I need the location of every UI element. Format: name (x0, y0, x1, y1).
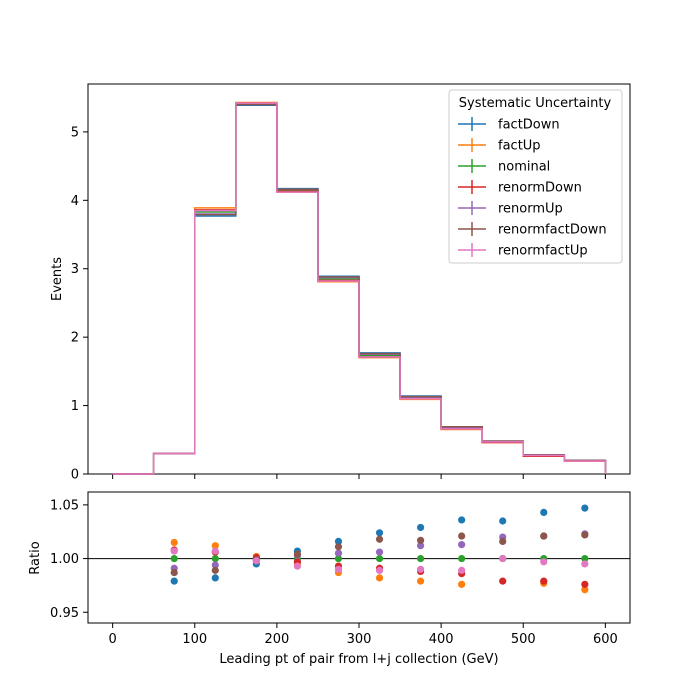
main-x-axis (112, 474, 606, 479)
ratio-point-renormfactDown (540, 532, 548, 540)
ratio-point-nominal (458, 554, 466, 563)
ratio-point-renormDown (540, 577, 548, 585)
ratio-point-renormfactUp (458, 566, 466, 574)
x-tick-label: 300 (347, 632, 372, 647)
ratio-point-nominal (211, 554, 219, 563)
ratio-point-renormfactUp (334, 565, 343, 573)
main-y-tick-label: 4 (71, 194, 79, 209)
ratio-point-renormfactDown (375, 535, 384, 543)
ratio-point-factUp (581, 586, 589, 594)
ratio-point-nominal (334, 554, 343, 563)
ratio-point-factDown (211, 574, 219, 582)
legend-entry-renormfactUp: renormfactUp (458, 243, 588, 259)
ratio-y-tick-label: 1.00 (50, 552, 79, 567)
ratio-point-factUp (170, 538, 178, 547)
ratio-point-factUp (416, 577, 425, 585)
main-y-tick-label: 3 (71, 262, 79, 277)
x-tick-label: 0 (108, 632, 116, 647)
main-y-tick-label: 0 (71, 468, 79, 483)
ratio-point-renormfactUp (540, 558, 548, 566)
ratio-point-factDown (581, 504, 589, 512)
ratio-point-renormUp (211, 561, 219, 569)
ratio-point-renormfactUp (499, 554, 507, 563)
main-panel: 0 1 2 3 4 5 Events Systematic Uncertainty fac… (50, 83, 631, 483)
ratio-point-renormUp (416, 542, 425, 550)
ratio-point-nominal (416, 554, 425, 563)
legend-title: Systematic Uncertainty (459, 96, 612, 111)
ratio-point-renormfactDown (170, 568, 178, 577)
ratio-point-nominal (170, 554, 178, 563)
ratio-point-renormfactUp (375, 566, 384, 574)
series-renormfactUp (112, 102, 607, 475)
ratio-point-renormfactUp (416, 565, 425, 573)
ratio-point-renormfactUp (170, 547, 178, 555)
ratio-point-renormUp (375, 548, 384, 556)
ratio-point-factDown (416, 523, 425, 532)
legend-entry-factUp: factUp (458, 138, 541, 154)
ratio-point-renormDown (581, 580, 589, 588)
ratio-point-renormfactUp (252, 557, 260, 565)
ratio-point-renormfactDown (416, 536, 425, 544)
main-y-tick-label: 2 (71, 331, 79, 346)
ratio-point-factDown (375, 529, 384, 537)
legend-box (448, 89, 623, 264)
legend-label: renormUp (498, 202, 563, 217)
ratio-point-renormUp (334, 549, 343, 557)
ratio-points-group (170, 504, 589, 594)
ratio-point-nominal (581, 554, 589, 563)
x-tick-label: 600 (593, 632, 618, 647)
ratio-y-tick-label: 0.95 (50, 606, 79, 621)
x-tick-label: 400 (429, 632, 454, 647)
legend-label: factDown (498, 118, 560, 133)
x-tick-label: 200 (264, 632, 289, 647)
legend-label: renormDown (498, 181, 582, 196)
ratio-y-tick-label: 1.05 (50, 498, 79, 513)
legend-entry-factDown: factDown (458, 117, 560, 133)
ratio-point-factUp (375, 574, 384, 582)
ratio-point-factDown (499, 517, 507, 525)
ratio-point-factUp (458, 580, 466, 588)
legend: Systematic Uncertainty factDown factUp nom… (448, 89, 623, 264)
ratio-point-factUp (211, 542, 219, 550)
ratio-point-renormfactDown (293, 550, 302, 558)
ratio-x-axis: 0 100 200 300 400 500 600 (108, 623, 618, 647)
ratio-point-renormfactUp (293, 562, 302, 570)
ratio-point-renormDown (499, 577, 507, 585)
main-y-axis: 0 1 2 3 4 5 (71, 125, 88, 483)
main-series-group (112, 101, 607, 475)
main-y-tick-label: 1 (71, 399, 79, 414)
legend-entry-renormDown: renormDown (458, 180, 582, 196)
ratio-point-renormUp (458, 541, 466, 549)
ratio-panel: 0.95 1.00 1.05 0 100 200 300 400 500 600 Ratio L… (28, 491, 631, 667)
legend-entries: factDown factUp nominal renormDown renormUp r… (458, 117, 607, 259)
main-y-axis-label: Events (50, 257, 65, 301)
x-tick-label: 100 (182, 632, 207, 647)
legend-entry-nominal: nominal (458, 159, 550, 175)
main-y-tick-label: 5 (71, 125, 79, 140)
ratio-point-factDown (170, 577, 178, 585)
ratio-y-axis: 0.95 1.00 1.05 (50, 498, 88, 621)
ratio-y-axis-label: Ratio (28, 541, 43, 574)
ratio-point-factDown (458, 516, 466, 524)
legend-entry-renormfactDown: renormfactDown (458, 222, 607, 238)
ratio-point-renormfactDown (499, 537, 507, 545)
legend-label: factUp (498, 139, 541, 154)
ratio-point-renormfactDown (334, 543, 343, 551)
ratio-point-factDown (334, 537, 343, 545)
legend-entry-renormUp: renormUp (458, 201, 563, 217)
legend-label: renormfactDown (498, 223, 607, 238)
x-axis-label: Leading pt of pair from l+j collection (… (219, 652, 498, 667)
ratio-point-renormfactDown (581, 531, 589, 539)
ratio-point-renormfactDown (458, 532, 466, 540)
legend-label: renormfactUp (498, 244, 588, 259)
ratio-point-renormfactDown (211, 566, 219, 574)
ratio-point-factDown (540, 508, 548, 517)
legend-label: nominal (498, 160, 550, 175)
x-tick-label: 500 (511, 632, 536, 647)
ratio-point-nominal (375, 554, 384, 563)
ratio-point-renormfactUp (581, 560, 589, 568)
ratio-point-renormfactUp (211, 547, 219, 555)
